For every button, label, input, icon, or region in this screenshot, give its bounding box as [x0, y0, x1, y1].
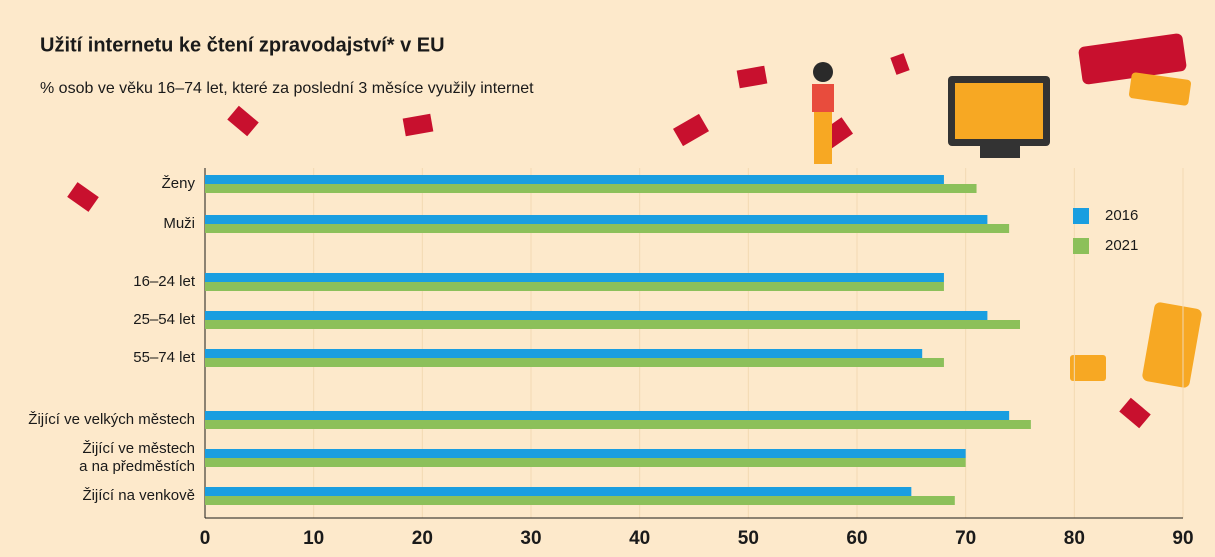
x-tick-label: 70: [955, 528, 976, 549]
bar: [205, 411, 1010, 420]
bar: [205, 224, 1010, 233]
y-tick-label: Ženy: [161, 175, 195, 192]
x-tick-label: 40: [629, 528, 650, 549]
y-tick-label: 25–54 let: [133, 311, 195, 328]
bar: [205, 420, 1031, 429]
bar: [205, 175, 944, 184]
chart-subtitle: % osob ve věku 16–74 let, které za posle…: [40, 80, 534, 97]
bar: [205, 358, 944, 367]
bar: [205, 215, 988, 224]
bar: [205, 311, 988, 320]
legend-swatch: [1073, 208, 1089, 224]
bar: [205, 320, 1020, 329]
legend-label: 2016: [1105, 207, 1138, 224]
bar: [205, 273, 944, 282]
bar: [205, 449, 966, 458]
legend-swatch: [1073, 238, 1089, 254]
y-tick-label: Žijící ve velkých městech: [28, 411, 195, 428]
bar: [205, 496, 955, 505]
x-tick-label: 60: [846, 528, 867, 549]
x-tick-label: 50: [738, 528, 759, 549]
bar: [205, 184, 977, 193]
bar: [205, 458, 966, 467]
bar: [205, 487, 912, 496]
y-tick-label: Žijící ve městech a na předměstích: [79, 440, 195, 475]
legend-label: 2021: [1105, 237, 1138, 254]
y-tick-label: Žijící na venkově: [82, 487, 195, 504]
y-tick-label: 55–74 let: [133, 349, 195, 366]
x-tick-label: 10: [303, 528, 324, 549]
y-tick-label: 16–24 let: [133, 273, 195, 290]
x-tick-label: 90: [1172, 528, 1193, 549]
x-tick-label: 30: [520, 528, 541, 549]
y-tick-label: Muži: [163, 215, 195, 232]
x-tick-label: 80: [1064, 528, 1085, 549]
x-tick-label: 20: [412, 528, 433, 549]
chart-title: Užití internetu ke čtení zpravodajství* …: [40, 34, 445, 56]
decoration: [67, 33, 1202, 429]
bar: [205, 282, 944, 291]
x-tick-label: 0: [200, 528, 211, 549]
bar: [205, 349, 923, 358]
